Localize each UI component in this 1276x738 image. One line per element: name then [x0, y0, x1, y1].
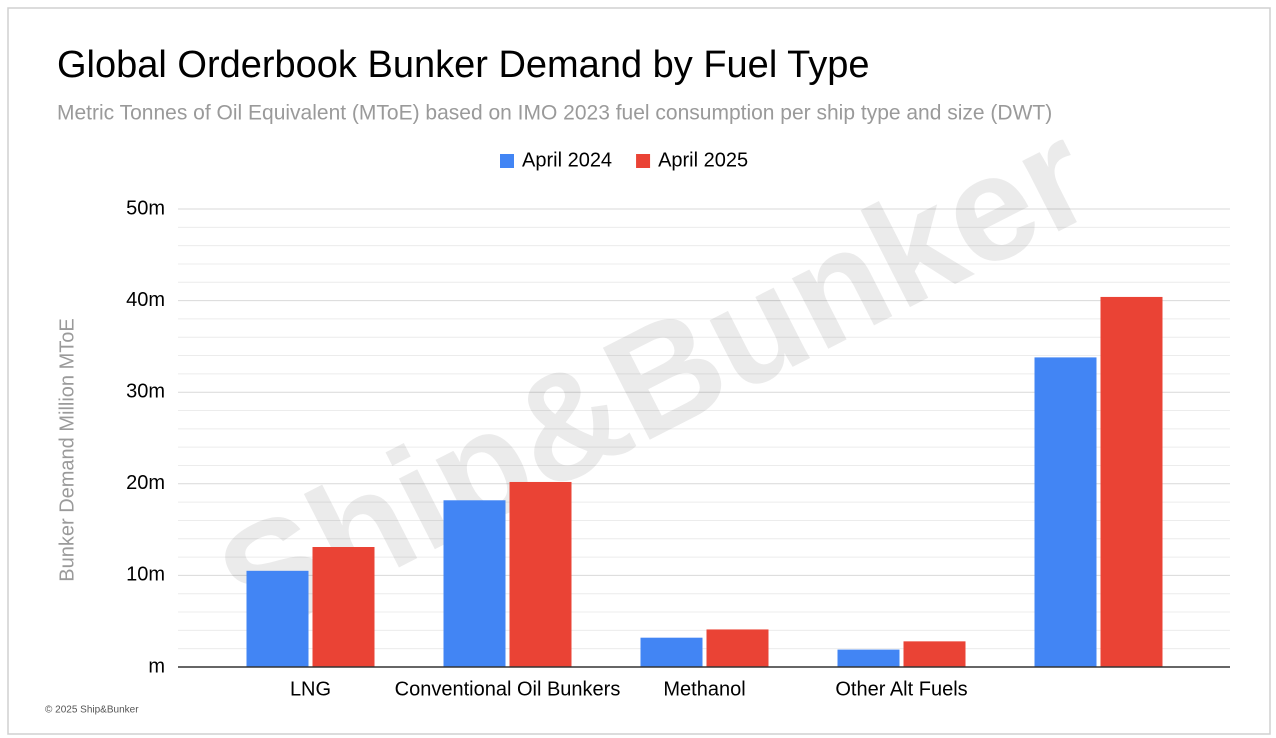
chart-subtitle: Metric Tonnes of Oil Equivalent (MToE) b… — [57, 102, 1052, 125]
bar — [1100, 296, 1163, 667]
bar — [246, 570, 309, 667]
bar — [1034, 357, 1097, 667]
bar — [837, 649, 900, 667]
legend-swatch — [636, 154, 651, 168]
legend-label: April 2025 — [658, 149, 748, 171]
chart-title: Global Orderbook Bunker Demand by Fuel T… — [57, 44, 870, 86]
bar — [443, 500, 506, 667]
y-tick-label: 20m — [126, 472, 165, 494]
legend-label: April 2024 — [522, 149, 612, 171]
y-tick-label: 50m — [126, 197, 165, 219]
x-tick-label: Conventional Oil Bunkers — [395, 678, 621, 700]
bar — [509, 481, 572, 667]
y-tick-label: 40m — [126, 289, 165, 311]
x-tick-label: Other Alt Fuels — [835, 678, 967, 700]
y-tick-label: m — [148, 655, 165, 677]
y-axis-label: Bunker Demand Million MToE — [56, 318, 78, 581]
y-tick-label: 10m — [126, 564, 165, 586]
bar — [640, 637, 703, 667]
bar — [903, 641, 966, 667]
legend-swatch — [500, 154, 514, 168]
y-tick-label: 30m — [126, 380, 165, 402]
x-tick-label: LNG — [290, 678, 331, 700]
x-tick-label: Methanol — [663, 678, 745, 700]
footer: © 2025 Ship&Bunker — [45, 705, 139, 716]
bar — [312, 547, 375, 667]
bar — [706, 629, 769, 667]
